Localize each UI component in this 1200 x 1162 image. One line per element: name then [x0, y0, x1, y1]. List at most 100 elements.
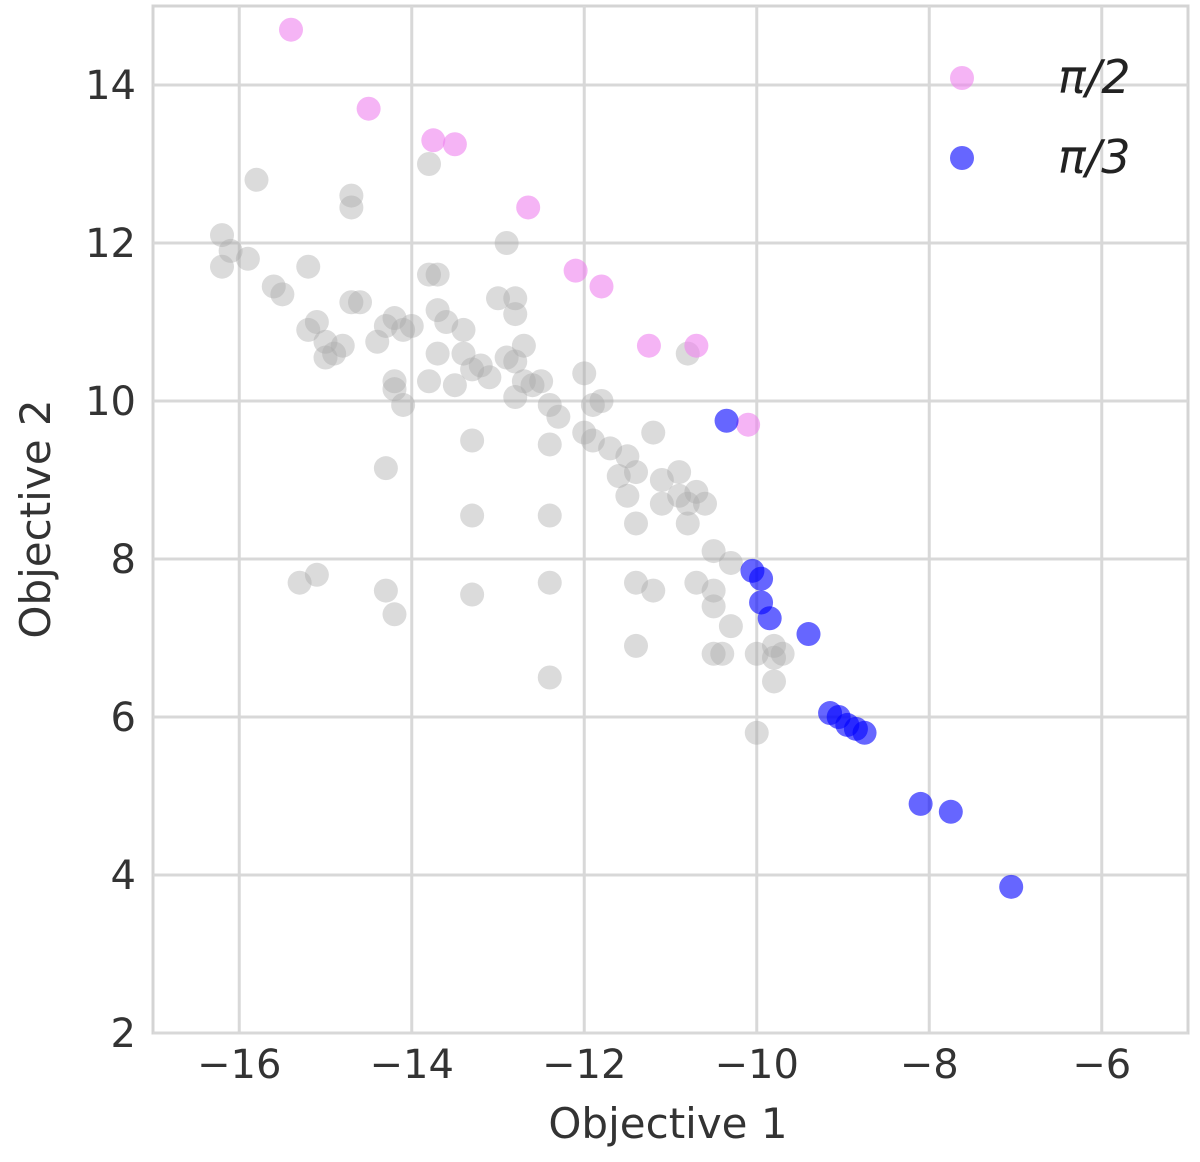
x-axis-label: Objective 1: [548, 1099, 787, 1148]
data-point-background: [537, 432, 562, 457]
data-point-series-1: [442, 132, 467, 157]
data-point-background: [460, 428, 485, 453]
data-point-background: [762, 669, 786, 694]
y-tick-label: 8: [111, 537, 136, 583]
data-point-background: [451, 317, 476, 342]
data-point-background: [675, 511, 700, 536]
data-point-series-1: [684, 333, 709, 358]
x-tick-label: −12: [542, 1042, 626, 1088]
data-point-background: [684, 479, 709, 504]
data-point-background: [649, 468, 674, 492]
data-point-background: [494, 231, 519, 255]
data-point-background: [744, 720, 769, 745]
data-point-series-2: [908, 791, 933, 816]
legend-marker-pi-2: [950, 66, 974, 90]
data-point-background: [382, 306, 407, 331]
data-point-background: [624, 633, 648, 658]
data-point-background: [425, 341, 450, 366]
data-point-background: [287, 570, 312, 595]
data-point-background: [339, 183, 364, 208]
x-tick-label: −6: [1072, 1042, 1131, 1088]
data-point-background: [494, 345, 519, 370]
legend-marker-pi-3: [950, 146, 974, 170]
data-point-series-2: [714, 408, 739, 433]
y-tick-labels: 2 4 6 8 10 12 14: [85, 63, 136, 1057]
data-point-background: [373, 578, 398, 603]
data-point-background: [546, 404, 571, 429]
data-point-series-1: [279, 17, 303, 42]
data-point-background: [718, 550, 743, 575]
y-tick-label: 6: [111, 695, 136, 741]
data-point-background: [313, 329, 338, 354]
data-point-background: [520, 373, 545, 398]
data-point-background: [615, 483, 640, 508]
data-point-background: [606, 464, 631, 489]
data-point-background: [382, 602, 407, 627]
data-point-background: [460, 357, 485, 382]
data-point-background: [304, 310, 329, 334]
data-point-background: [701, 641, 726, 666]
data-point-background: [365, 329, 390, 354]
data-point-background: [460, 582, 485, 607]
data-point-series-2: [749, 566, 774, 591]
data-point-background: [503, 385, 528, 410]
y-axis-label: Objective 2: [11, 399, 60, 638]
data-point-background: [425, 262, 450, 287]
x-tick-label: −14: [370, 1042, 454, 1088]
data-point-background: [701, 594, 726, 619]
data-point-background: [641, 420, 666, 445]
data-point-background: [304, 562, 329, 587]
data-point-background: [210, 254, 234, 279]
data-point-background: [339, 290, 364, 315]
data-point-series-2: [796, 622, 821, 647]
data-point-background: [537, 392, 562, 417]
data-point-background: [382, 369, 407, 394]
y-tick-label: 2: [111, 1011, 136, 1057]
data-point-background: [373, 313, 398, 338]
data-point-background: [210, 223, 234, 248]
data-point-background: [572, 420, 597, 445]
legend-label-pi-2: π/2: [1058, 50, 1130, 104]
data-point-background: [511, 333, 536, 358]
data-point-background: [762, 633, 786, 658]
data-point-series-2: [938, 799, 963, 824]
data-point-background: [684, 570, 709, 595]
data-point-background: [417, 262, 441, 287]
data-point-background: [770, 641, 795, 666]
data-point-background: [572, 361, 597, 386]
data-point-background: [529, 369, 554, 394]
data-point-background: [580, 392, 605, 417]
data-point-background: [460, 503, 485, 528]
data-point-series-1: [421, 128, 446, 153]
data-point-background: [710, 641, 735, 666]
y-tick-label: 4: [111, 853, 136, 899]
data-point-background: [348, 290, 372, 315]
y-tick-label: 14: [85, 63, 136, 109]
data-point-background: [330, 333, 355, 358]
data-point-background: [589, 389, 614, 413]
data-point-background: [399, 313, 424, 338]
data-point-background: [218, 238, 243, 263]
x-tick-label: −16: [197, 1042, 281, 1088]
data-point-background: [468, 353, 493, 378]
data-point-series-1: [516, 195, 541, 220]
data-point-background: [580, 428, 605, 453]
data-point-background: [503, 302, 528, 327]
data-point-background: [511, 369, 536, 394]
background-points: [210, 152, 795, 745]
data-point-background: [391, 317, 416, 342]
plot-background: [151, 4, 1190, 1035]
x-tick-labels: −16 −14 −12 −10 −8 −6: [197, 1042, 1131, 1088]
data-point-series-1: [563, 258, 588, 283]
data-point-series-2: [999, 874, 1024, 899]
data-point-background: [296, 254, 321, 279]
x-tick-label: −8: [900, 1042, 959, 1088]
data-point-background: [270, 282, 295, 307]
data-point-background: [667, 483, 692, 508]
data-point-background: [624, 460, 648, 485]
grid-lines: [153, 6, 1188, 1035]
data-point-background: [451, 341, 476, 366]
data-point-background: [675, 491, 700, 516]
data-point-background: [486, 286, 510, 311]
